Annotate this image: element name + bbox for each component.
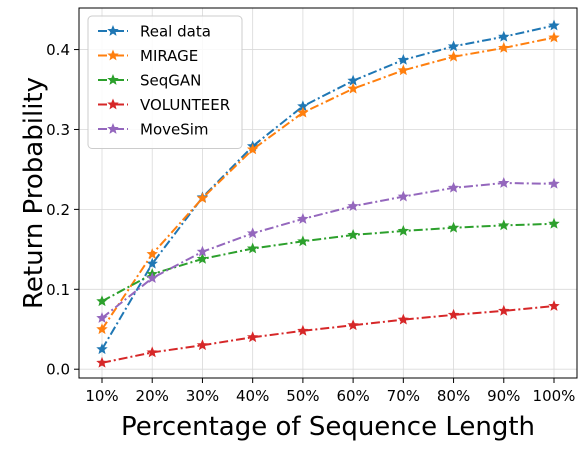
x-tick-label: 30% [186,387,219,405]
x-tick-label: 90% [487,387,520,405]
y-tick-label: 0.1 [46,281,70,299]
legend-label: MIRAGE [140,47,198,65]
data-point [397,313,410,325]
x-tick-label: 50% [286,387,319,405]
legend: Real data MIRAGE SeqGAN VOLUNTEER MoveSim [87,15,243,149]
data-point [397,224,410,236]
series-line [101,36,555,330]
data-point [96,343,108,355]
data-point [447,308,460,320]
data-point [196,339,209,351]
data-point [548,217,560,229]
data-point [548,31,560,43]
data-point [96,323,108,335]
y-tick-label: 0.4 [46,41,70,59]
series [96,177,560,323]
data-point [196,245,209,257]
data-point [96,295,108,307]
data-point [548,177,560,189]
x-tick-label: 100% [533,387,576,405]
data-point [96,356,108,368]
data-point [548,19,560,31]
axes: 10% 20% 30% 40% 50% 60% 70% 80% 90% 100% 0.0 0.1 0.2… [46,41,575,405]
legend-swatch-marker [107,49,119,61]
legend-item: VOLUNTEER [98,96,230,114]
x-tick-label: 80% [437,387,470,405]
legend-swatch-marker [107,24,119,36]
legend-swatch-marker [107,98,119,110]
data-point [297,235,309,247]
series-layer [96,19,560,368]
data-point [498,41,510,53]
y-tick-label: 0.3 [46,121,70,139]
legend-label: MoveSim [140,121,209,139]
series [96,300,560,368]
data-point [397,64,410,76]
data-point [146,272,158,283]
data-point [447,181,460,193]
data-point [96,312,108,323]
y-tick-label: 0.0 [46,361,70,379]
legend-label: VOLUNTEER [140,96,230,114]
data-point [146,346,158,358]
data-point [297,106,309,118]
data-point [246,143,259,155]
data-point [246,242,259,254]
data-point [498,30,510,42]
legend-box [87,15,243,149]
series-line [101,182,555,319]
series [96,31,560,335]
legend-item: MoveSim [98,121,209,139]
y-axis-title: Return Probability [19,77,49,309]
data-point [397,190,410,202]
plot-frame [78,7,578,379]
x-tick-label: 20% [136,387,169,405]
data-point [397,53,410,65]
series-line [101,24,555,350]
data-point [347,319,359,331]
legend-swatch-marker [107,122,119,134]
data-point [196,192,209,204]
data-point [347,228,359,240]
data-point [246,227,259,239]
x-tick-label: 60% [336,387,369,405]
legend-item: SeqGAN [98,72,201,90]
series-line [101,305,555,364]
legend-item: MIRAGE [98,47,198,65]
data-point [297,324,309,336]
data-point [196,252,209,264]
data-point [246,331,259,343]
legend-label: SeqGAN [140,72,201,90]
legend-label: Real data [140,23,211,41]
data-point [447,40,460,52]
data-point [447,221,460,233]
x-tick-label: 40% [236,387,269,405]
data-point [146,257,158,269]
x-tick-label: 70% [387,387,420,405]
x-tick-label: 10% [85,387,118,405]
data-point [498,177,510,188]
legend-swatch-marker [107,73,119,85]
data-point [548,300,560,311]
data-point [347,82,359,94]
legend-item: Real data [98,23,211,41]
x-axis-title: Percentage of Sequence Length [121,412,535,442]
data-point [498,219,510,231]
data-point [297,212,309,224]
data-point [146,248,158,259]
data-point [447,50,460,62]
data-point [347,200,359,212]
y-tick-label: 0.2 [46,201,70,219]
data-point [498,304,510,316]
